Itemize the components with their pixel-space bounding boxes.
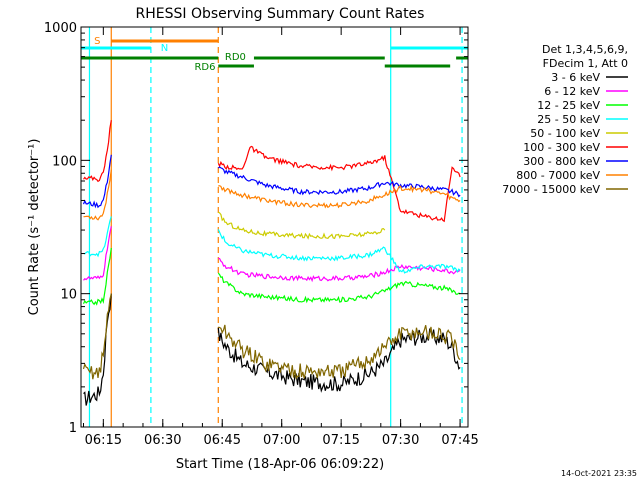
flag-label-n: N <box>161 43 168 54</box>
y-axis-label: Count Rate (s⁻¹ detector⁻¹) <box>27 139 42 316</box>
legend-label-25-50-kev: 25 - 50 keV <box>537 113 600 126</box>
series-line <box>218 257 461 283</box>
flag-label-rd6: RD6 <box>194 62 215 73</box>
series-line <box>82 247 112 306</box>
legend-header-line-2: FDecim 1, Att 0 <box>543 57 628 70</box>
legend: Det 1,3,4,5,6,9, FDecim 1, Att 0 3 - 6 k… <box>502 43 628 196</box>
series-line <box>83 226 112 281</box>
legend-label-800-7000-kev: 800 - 7000 keV <box>516 169 600 182</box>
y-tick-label: 10 <box>60 288 77 303</box>
series-line <box>83 169 112 221</box>
x-axis-label: Start Time (18-Apr-06 06:09:22) <box>176 457 384 472</box>
x-tick-label: 06:30 <box>144 433 181 448</box>
series-line <box>217 211 386 240</box>
legend-label-12-25-kev: 12 - 25 keV <box>537 99 600 112</box>
flag-label-rd0: RD0 <box>225 52 246 63</box>
series-line <box>217 327 461 393</box>
legend-label-7000-15000-kev: 7000 - 15000 keV <box>502 183 600 196</box>
chart-title: RHESSI Observing Summary Count Rates <box>136 6 425 22</box>
series-line <box>83 216 112 258</box>
x-tick-label: 07:15 <box>322 433 359 448</box>
series-25-50-kev <box>83 216 461 274</box>
plot-area: S N RD0 RD6 <box>81 27 468 427</box>
series-line <box>218 184 461 209</box>
series-7000-15000-kev <box>82 293 461 380</box>
x-tick-label: 06:15 <box>85 433 122 448</box>
x-tick-label: 07:30 <box>382 433 419 448</box>
y-tick-label: 100 <box>52 154 77 169</box>
series-12-25-kev <box>82 247 461 306</box>
legend-header-line-1: Det 1,3,4,5,6,9, <box>542 43 628 56</box>
flag-label-s: S <box>94 36 100 47</box>
series-line <box>82 293 112 380</box>
plot-frame <box>80 26 469 428</box>
x-tick-label: 07:00 <box>263 433 300 448</box>
series-100-300-kev <box>83 120 461 223</box>
series-line <box>217 166 461 198</box>
x-tick-label: 06:45 <box>204 433 241 448</box>
series-line <box>83 120 112 183</box>
series-line <box>82 154 112 209</box>
legend-label-100-300-kev: 100 - 300 keV <box>523 141 600 154</box>
legend-label-50-100-kev: 50 - 100 keV <box>530 127 600 140</box>
y-tick-label: 1 <box>69 421 77 436</box>
series-6-12-kev <box>83 226 461 283</box>
legend-label-300-800-kev: 300 - 800 keV <box>523 155 600 168</box>
axes: 06:15 06:30 06:45 07:00 07:15 07:30 07:45 1 10 10… <box>44 21 479 448</box>
series-line <box>217 145 461 223</box>
y-tick-label: 1000 <box>44 21 77 36</box>
x-tick-label: 07:45 <box>441 433 478 448</box>
series-line <box>218 324 461 380</box>
series-line <box>217 229 461 274</box>
series-line <box>217 272 461 304</box>
series-300-800-kev <box>82 154 461 209</box>
series-50-100-kev <box>217 211 386 240</box>
legend-label-6-12-kev: 6 - 12 keV <box>544 85 600 98</box>
series-800-7000-kev <box>83 169 461 221</box>
legend-label-3-6-kev: 3 - 6 keV <box>551 71 600 84</box>
timestamp: 14-Oct-2021 23:35 <box>561 469 637 478</box>
